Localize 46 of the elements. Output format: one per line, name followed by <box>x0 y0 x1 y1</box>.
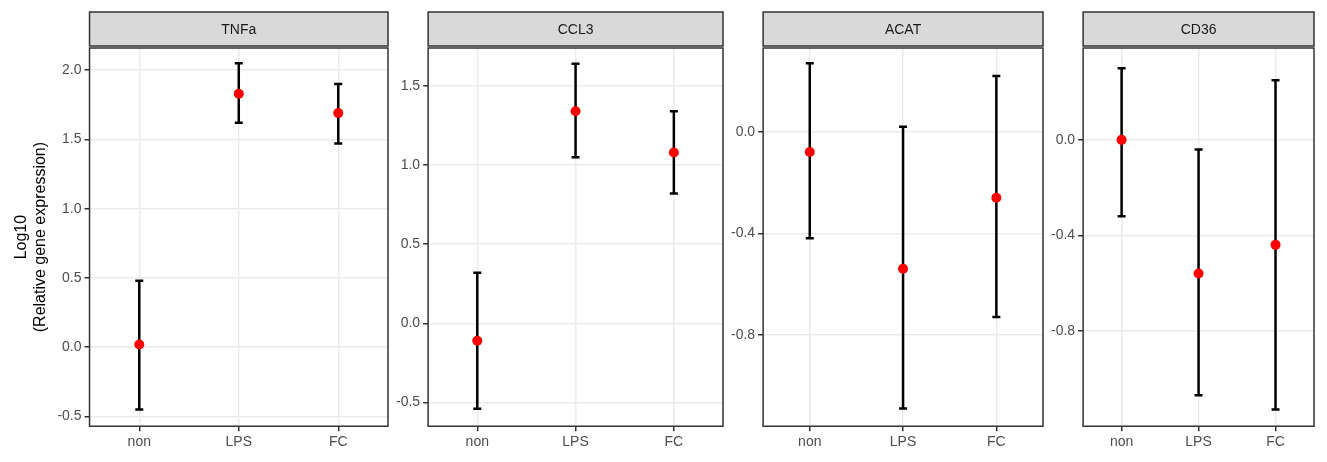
y-tick-label: 1.0 <box>62 199 82 216</box>
x-tick-label: non <box>465 433 489 450</box>
y-tick-label: -0.5 <box>57 407 82 424</box>
x-tick-label: LPS <box>889 433 917 450</box>
point <box>991 192 1002 203</box>
x-tick-label: FC <box>1266 433 1285 450</box>
x-tick-label: non <box>798 433 822 450</box>
x-tick-label: FC <box>664 433 684 450</box>
y-tick-label: -0.8 <box>1051 321 1076 338</box>
y-tick-label: 1.5 <box>62 130 82 147</box>
x-tick-label: LPS <box>225 433 252 450</box>
x-tick-label: LPS <box>1185 433 1212 450</box>
y-tick-label: -0.4 <box>731 224 756 241</box>
x-tick-label: FC <box>987 433 1006 450</box>
chart-title: TNFa <box>221 20 257 37</box>
y-tick-label: 0.0 <box>400 314 421 331</box>
point <box>1116 134 1127 145</box>
point <box>1270 239 1281 250</box>
point <box>333 108 344 119</box>
point <box>804 147 815 158</box>
y-tick-label: 1.0 <box>400 155 421 172</box>
x-tick-label: LPS <box>562 433 589 450</box>
x-tick-label: FC <box>328 433 348 450</box>
y-tick-label: 0.0 <box>1055 130 1076 147</box>
y-tick-label: 2.0 <box>62 61 82 78</box>
y-tick-label: 0.0 <box>62 338 82 355</box>
y-tick-label: 0.5 <box>62 268 82 285</box>
y-tick-label: -0.5 <box>396 393 421 410</box>
point <box>898 263 909 274</box>
y-tick-label: -0.4 <box>1051 226 1076 243</box>
point <box>233 88 244 99</box>
point <box>570 106 581 117</box>
y-tick-label: -0.8 <box>731 325 756 342</box>
point <box>668 147 679 158</box>
y-tick-label: 0.0 <box>735 122 756 139</box>
point <box>1193 268 1204 279</box>
chart-title: ACAT <box>884 20 922 37</box>
y-tick-label: 0.5 <box>400 235 421 252</box>
point <box>134 339 145 350</box>
point <box>472 335 483 346</box>
y-tick-label: 1.5 <box>400 76 421 93</box>
x-tick-label: non <box>1109 433 1134 450</box>
y-axis-title: Log10 (Relative gene expression) <box>12 141 49 333</box>
chart-title: CD36 <box>1180 20 1217 37</box>
x-tick-label: non <box>127 433 151 450</box>
chart-title: CCL3 <box>557 20 594 37</box>
